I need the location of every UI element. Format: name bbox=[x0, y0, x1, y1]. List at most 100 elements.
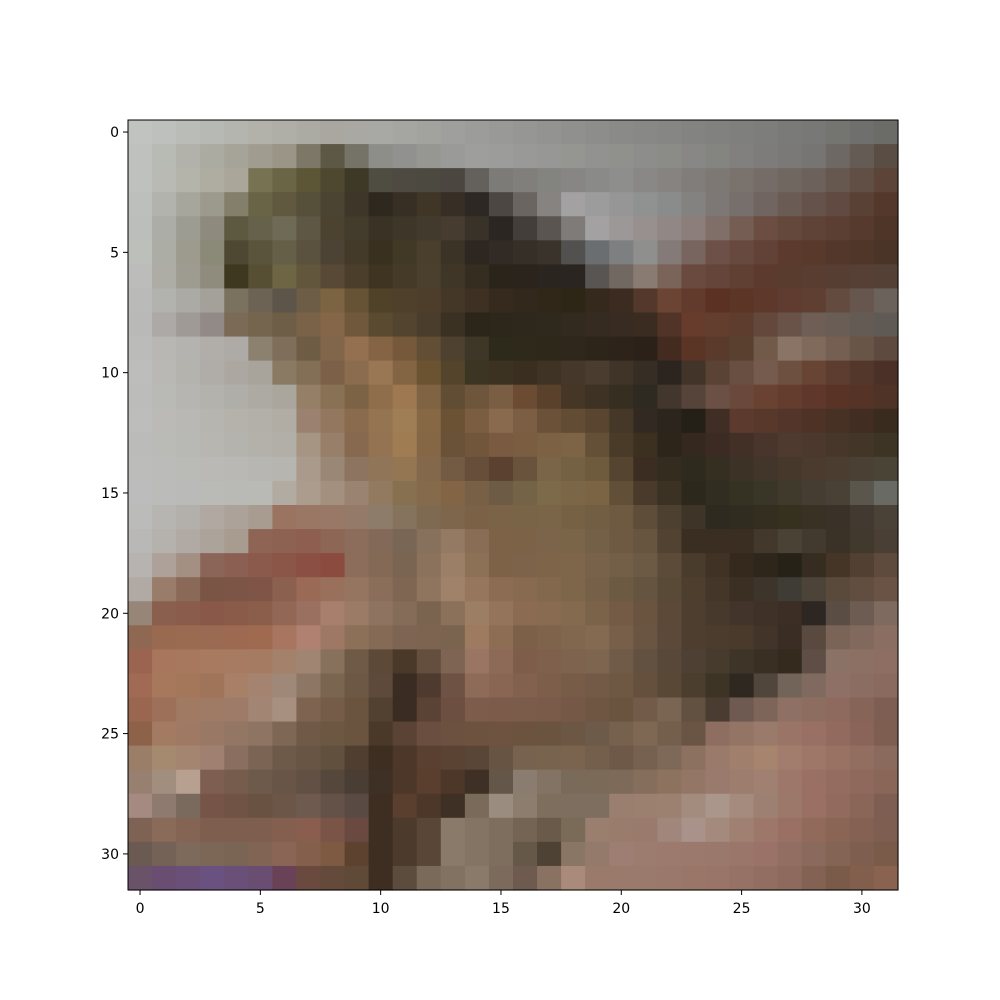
heatmap-cell bbox=[849, 288, 875, 314]
heatmap-cell bbox=[537, 384, 562, 410]
heatmap-cell bbox=[392, 529, 418, 554]
heatmap-cell bbox=[753, 529, 779, 554]
heatmap-cell bbox=[224, 577, 249, 602]
heatmap-cell bbox=[849, 577, 875, 602]
heatmap-cell bbox=[657, 841, 683, 867]
heatmap-cell bbox=[176, 601, 201, 626]
heatmap-cell bbox=[513, 673, 538, 699]
heatmap-cell bbox=[513, 432, 538, 458]
heatmap-cell bbox=[368, 168, 394, 193]
heatmap-cell bbox=[777, 601, 803, 626]
heatmap-cell bbox=[561, 240, 586, 265]
heatmap-cell bbox=[200, 745, 225, 771]
heatmap-cell bbox=[440, 865, 466, 891]
heatmap-cell bbox=[729, 721, 755, 747]
heatmap-cell bbox=[873, 673, 899, 699]
heatmap-cell bbox=[128, 480, 153, 506]
heatmap-cell bbox=[224, 432, 249, 458]
heatmap-cell bbox=[753, 721, 779, 747]
heatmap-cell bbox=[561, 144, 586, 169]
heatmap-cell bbox=[537, 745, 562, 771]
heatmap-cell bbox=[464, 697, 490, 723]
heatmap-cell bbox=[513, 553, 538, 578]
heatmap-cell bbox=[633, 649, 658, 675]
heatmap-cell bbox=[633, 408, 658, 434]
heatmap-cell bbox=[464, 144, 490, 169]
heatmap-cell bbox=[200, 480, 225, 506]
heatmap-cell bbox=[488, 408, 514, 434]
heatmap-cell bbox=[513, 721, 538, 747]
heatmap-cell bbox=[633, 480, 658, 506]
heatmap-cell bbox=[633, 721, 658, 747]
heatmap-cell bbox=[296, 480, 322, 506]
heatmap-cell bbox=[464, 529, 490, 554]
heatmap-cell bbox=[416, 480, 442, 506]
heatmap-cell bbox=[801, 384, 827, 410]
heatmap-cell bbox=[705, 793, 731, 819]
heatmap-cell bbox=[488, 697, 514, 723]
heatmap-cell bbox=[873, 529, 899, 554]
heatmap-cell bbox=[561, 697, 586, 723]
heatmap-cell bbox=[753, 288, 779, 314]
heatmap-cell bbox=[801, 865, 827, 891]
heatmap-cell bbox=[537, 721, 562, 747]
heatmap-cell bbox=[681, 841, 707, 867]
heatmap-cell bbox=[705, 745, 731, 771]
heatmap-cell bbox=[729, 649, 755, 675]
heatmap-cell bbox=[681, 120, 707, 145]
heatmap-cell bbox=[657, 144, 683, 169]
heatmap-cell bbox=[440, 456, 466, 482]
heatmap-cell bbox=[801, 793, 827, 819]
heatmap-cell bbox=[873, 192, 899, 217]
heatmap-cell bbox=[825, 216, 851, 241]
heatmap-cell bbox=[488, 384, 514, 410]
heatmap-cell bbox=[224, 192, 249, 217]
heatmap-cell bbox=[609, 336, 634, 362]
heatmap-cell bbox=[513, 577, 538, 602]
heatmap-cell bbox=[176, 168, 201, 193]
heatmap-cell bbox=[633, 601, 658, 626]
heatmap-cell bbox=[561, 865, 586, 891]
heatmap-cell bbox=[657, 336, 683, 362]
heatmap-cell bbox=[705, 456, 731, 482]
heatmap-cell bbox=[537, 144, 562, 169]
heatmap-cell bbox=[609, 625, 634, 650]
heatmap-cell bbox=[777, 240, 803, 265]
heatmap-cell bbox=[440, 841, 466, 867]
heatmap-cell bbox=[681, 529, 707, 554]
heatmap-cell bbox=[224, 625, 249, 650]
heatmap-cell bbox=[849, 120, 875, 145]
heatmap-cell bbox=[440, 817, 466, 843]
heatmap-cell bbox=[392, 432, 418, 458]
heatmap-cell bbox=[657, 312, 683, 338]
heatmap-cell bbox=[368, 144, 394, 169]
heatmap-cell bbox=[176, 120, 201, 145]
heatmap-cell bbox=[609, 192, 634, 217]
heatmap-cell bbox=[296, 841, 322, 867]
heatmap-cell bbox=[585, 240, 610, 265]
heatmap-cell bbox=[681, 384, 707, 410]
heatmap-cell bbox=[488, 312, 514, 338]
heatmap-cell bbox=[224, 168, 249, 193]
y-tick-label: 15 bbox=[101, 486, 119, 502]
heatmap-cell bbox=[513, 360, 538, 386]
heatmap-cell bbox=[825, 120, 851, 145]
heatmap-cell bbox=[464, 192, 490, 217]
heatmap-cell bbox=[585, 505, 610, 530]
heatmap-cell bbox=[633, 505, 658, 530]
heatmap-cell bbox=[392, 360, 418, 386]
heatmap-cell bbox=[320, 264, 346, 290]
heatmap-cell bbox=[248, 505, 273, 530]
heatmap-cell bbox=[801, 553, 827, 578]
heatmap-cell bbox=[320, 432, 346, 458]
heatmap-cell bbox=[416, 288, 442, 314]
x-tick-label: 25 bbox=[733, 901, 751, 917]
heatmap-cell bbox=[176, 553, 201, 578]
heatmap-cell bbox=[392, 865, 418, 891]
heatmap-cell bbox=[609, 456, 634, 482]
heatmap-cell bbox=[224, 769, 249, 795]
heatmap-cell bbox=[825, 529, 851, 554]
heatmap-cell bbox=[488, 264, 514, 290]
y-tick-label: 25 bbox=[101, 727, 119, 743]
heatmap-cell bbox=[392, 216, 418, 241]
